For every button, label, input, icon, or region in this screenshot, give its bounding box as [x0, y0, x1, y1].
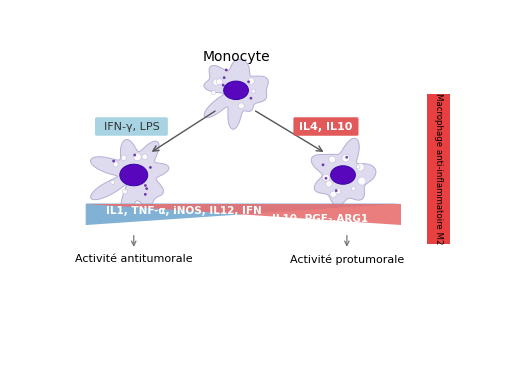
Circle shape [249, 97, 252, 99]
Circle shape [326, 181, 332, 187]
Circle shape [217, 79, 222, 85]
Circle shape [247, 80, 250, 83]
Circle shape [144, 184, 147, 187]
Circle shape [213, 79, 220, 86]
Text: IL10, PGE₂,ARG1: IL10, PGE₂,ARG1 [272, 214, 368, 224]
Circle shape [121, 155, 126, 160]
Circle shape [239, 103, 244, 109]
Circle shape [222, 84, 225, 86]
Text: Activité protumorale: Activité protumorale [290, 254, 404, 265]
Text: IL1, TNF-α, iNOS, IL12, IFN: IL1, TNF-α, iNOS, IL12, IFN [106, 206, 262, 216]
FancyBboxPatch shape [293, 117, 358, 136]
Circle shape [149, 166, 152, 169]
Circle shape [325, 177, 327, 180]
Text: Monocyte: Monocyte [202, 50, 270, 64]
FancyBboxPatch shape [426, 94, 450, 244]
Ellipse shape [331, 166, 355, 184]
Circle shape [358, 177, 366, 185]
Circle shape [356, 165, 360, 169]
Circle shape [145, 187, 148, 190]
Text: Macrophage anti-inflammatoire M2: Macrophage anti-inflammatoire M2 [434, 94, 443, 245]
Circle shape [323, 174, 330, 181]
Circle shape [248, 78, 254, 84]
Polygon shape [86, 203, 401, 225]
Text: Activité antitumorale: Activité antitumorale [75, 254, 193, 264]
Circle shape [112, 160, 115, 162]
Circle shape [351, 187, 355, 191]
Polygon shape [204, 59, 268, 129]
Text: IL4, IL10: IL4, IL10 [299, 122, 353, 132]
Circle shape [251, 89, 255, 93]
Circle shape [332, 189, 339, 196]
Circle shape [337, 190, 342, 194]
Ellipse shape [224, 81, 248, 99]
Circle shape [322, 163, 325, 166]
Circle shape [335, 188, 340, 194]
Circle shape [342, 154, 350, 162]
Polygon shape [86, 203, 401, 225]
Circle shape [356, 163, 365, 171]
Circle shape [122, 189, 127, 194]
Circle shape [134, 153, 141, 161]
Circle shape [335, 189, 337, 192]
Circle shape [223, 76, 226, 79]
Polygon shape [311, 138, 376, 206]
Circle shape [211, 90, 216, 95]
Circle shape [345, 156, 348, 159]
FancyBboxPatch shape [95, 117, 168, 136]
Circle shape [329, 156, 336, 163]
Ellipse shape [120, 164, 147, 186]
Circle shape [113, 162, 118, 167]
Circle shape [111, 180, 115, 184]
Circle shape [142, 154, 147, 160]
Circle shape [330, 191, 336, 197]
Circle shape [133, 154, 136, 156]
Circle shape [144, 193, 147, 196]
Polygon shape [91, 140, 169, 215]
Circle shape [225, 68, 228, 71]
Text: IFN-γ, LPS: IFN-γ, LPS [103, 122, 159, 132]
